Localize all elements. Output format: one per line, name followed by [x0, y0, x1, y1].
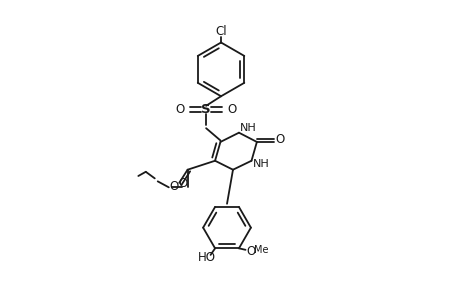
Text: O: O [169, 180, 178, 193]
Text: O: O [227, 103, 236, 116]
Text: O: O [275, 133, 284, 146]
Text: O: O [246, 245, 255, 258]
Text: Cl: Cl [215, 25, 226, 38]
Text: Me: Me [253, 245, 268, 255]
Text: O: O [175, 103, 184, 116]
Text: O: O [178, 177, 187, 190]
Text: NH: NH [252, 159, 269, 169]
Text: S: S [201, 103, 211, 116]
Text: HO: HO [197, 251, 215, 264]
Text: NH: NH [239, 123, 256, 133]
